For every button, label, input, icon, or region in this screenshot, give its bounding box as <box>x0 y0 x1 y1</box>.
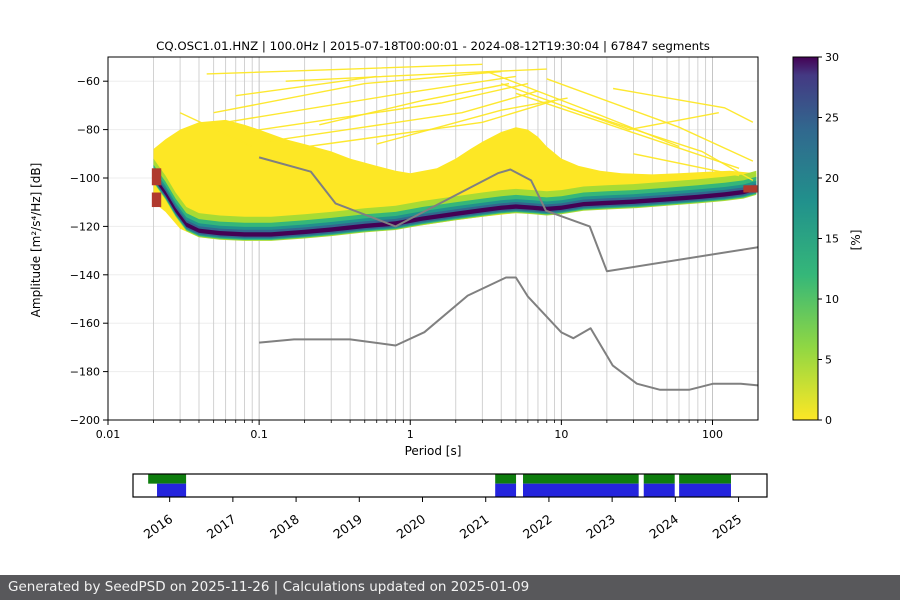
x-tick-label: 1 <box>407 428 414 441</box>
psd-streak <box>567 107 754 182</box>
psd-streak <box>289 99 555 150</box>
psd-streak <box>515 92 740 169</box>
x-tick-label: 0.1 <box>250 428 268 441</box>
nlnm-line <box>259 276 758 391</box>
coverage-segment-green <box>643 474 675 484</box>
year-tick-label: 2017 <box>204 511 239 542</box>
psd-streak <box>546 78 754 162</box>
psd-spread <box>153 119 757 240</box>
coverage-segment-blue <box>643 483 675 497</box>
coverage-bar: 2016 2017 2018 2019 2020 2021 2022 2023 2024 2025 <box>132 473 768 542</box>
coverage-segment-green <box>679 474 731 484</box>
coverage-segment-blue <box>679 483 731 497</box>
year-tick-label: 2016 <box>141 511 176 542</box>
psd-hot-mark <box>743 185 758 193</box>
year-tick-label: 2025 <box>710 511 745 542</box>
year-tick-label: 2019 <box>330 511 365 542</box>
psd-streak <box>319 82 510 126</box>
year-tick-label: 2024 <box>646 511 681 542</box>
coverage-segment-blue <box>523 483 639 497</box>
psd-streak <box>206 63 483 75</box>
year-tick-label: 2020 <box>394 511 429 542</box>
psd-streak <box>612 87 754 123</box>
psd-density-band <box>153 158 757 241</box>
colorbar-label: [%] <box>849 230 863 251</box>
colorbar-tick-label: 15 <box>825 233 839 246</box>
psd-hot-mark <box>151 168 162 186</box>
psd-streak <box>285 68 547 82</box>
gridlines <box>108 57 758 421</box>
y-tick-label: −180 <box>70 366 100 379</box>
psd-streak <box>235 75 377 97</box>
y-tick-label: −80 <box>77 124 100 137</box>
colorbar-tick-label: 30 <box>825 51 839 64</box>
year-tick-label: 2023 <box>583 511 618 542</box>
y-tick-label: −100 <box>70 172 100 185</box>
colorbar-tick-label: 5 <box>825 354 832 367</box>
y-tick-label: −60 <box>77 75 100 88</box>
colorbar-tick-label: 20 <box>825 172 839 185</box>
colorbar-tick-label: 10 <box>825 293 839 306</box>
coverage-segment-blue <box>495 483 517 497</box>
psd-streak <box>500 82 719 131</box>
year-tick-label: 2018 <box>267 511 302 542</box>
y-tick-label: −160 <box>70 317 100 330</box>
x-axis-label: Period [s] <box>405 444 462 458</box>
x-tick-label: 0.01 <box>96 428 121 441</box>
psd-density-band <box>153 164 757 240</box>
ppsd-histogram <box>151 63 758 391</box>
colorbar: 0 5 10 15 20 25 30 <box>792 51 839 427</box>
coverage-segment-green <box>495 474 517 484</box>
psd-streak <box>633 153 740 177</box>
axes-ticks: 0.01 0.1 1 10 100 −200 −180 −160 −140 −120 −100 −80… <box>70 75 723 441</box>
coverage-segment-blue <box>157 483 187 497</box>
footer-text: Generated by SeedPSD on 2025-11-26 | Cal… <box>8 579 530 595</box>
colorbar-gradient <box>792 56 819 421</box>
coverage-segment-green <box>148 474 187 484</box>
year-tick-label: 2022 <box>520 511 555 542</box>
psd-streak <box>244 82 529 133</box>
ppsd-plot-svg: CQ.OSC1.01.HNZ | 100.0Hz | 2015-07-18T00… <box>29 39 863 542</box>
y-tick-label: −200 <box>70 414 100 427</box>
y-tick-label: −120 <box>70 220 100 233</box>
y-tick-label: −140 <box>70 269 100 282</box>
psd-streak <box>225 75 517 123</box>
year-tick-label: 2021 <box>457 511 492 542</box>
psd-hot-mark <box>151 192 162 208</box>
plot-frame <box>107 56 759 421</box>
coverage-frame <box>132 473 768 498</box>
colorbar-tick-label: 25 <box>825 112 839 125</box>
x-tick-label: 10 <box>554 428 568 441</box>
psd-streak <box>265 90 539 143</box>
colorbar-tick-label: 0 <box>825 414 832 427</box>
plot-title: CQ.OSC1.01.HNZ | 100.0Hz | 2015-07-18T00… <box>156 39 710 53</box>
coverage-segment-green <box>523 474 639 484</box>
psd-streak <box>179 112 253 148</box>
psd-streak <box>376 97 568 145</box>
x-tick-label: 100 <box>702 428 723 441</box>
y-axis-label: Amplitude [m²/s⁴/Hz] [dB] <box>29 163 43 318</box>
psd-streak <box>213 70 502 114</box>
psd-density-band <box>153 174 757 237</box>
nhnm-line <box>258 156 758 273</box>
footer-bar: Generated by SeedPSD on 2025-11-26 | Cal… <box>0 575 900 600</box>
